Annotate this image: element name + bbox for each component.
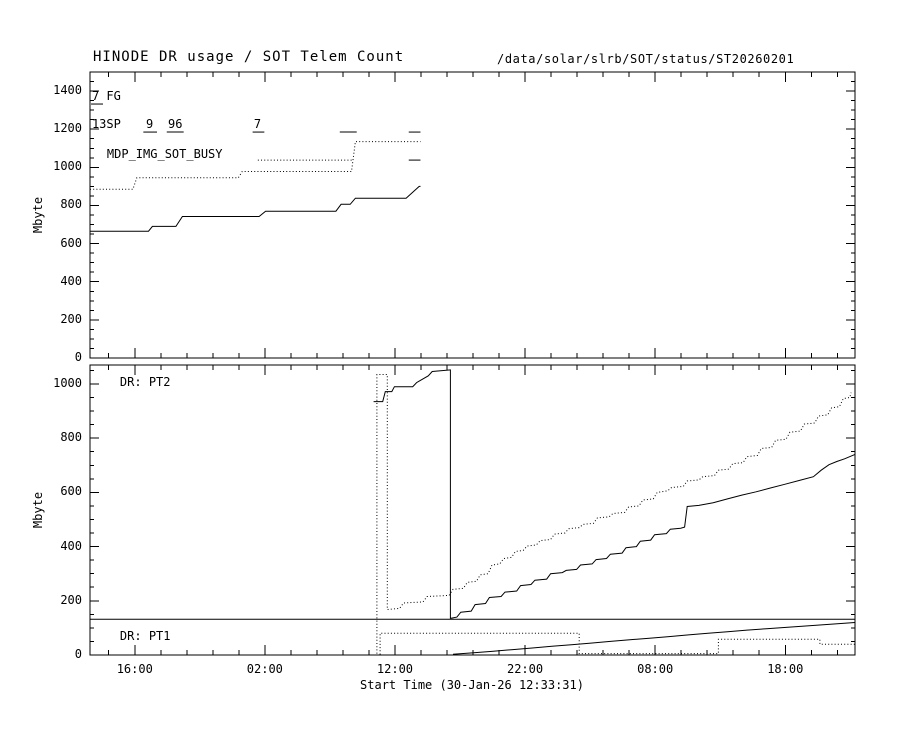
series-dr-pt2-solid (373, 369, 856, 620)
y-axis-label-bottom: Mbyte (31, 491, 45, 529)
series-sot-telem-count-solid (90, 185, 421, 232)
series-dr-pt1-dotted (379, 632, 855, 655)
series-dr-pt1-solid (452, 622, 856, 655)
status-file-path: /data/solar/slrb/SOT/status/ST20260201 (497, 52, 795, 66)
plot-box-bottom (89, 364, 856, 656)
series-dr-usage-dotted (90, 141, 421, 190)
series-dr-pt2-dotted (376, 374, 852, 654)
y-axis-label-top: Mbyte (31, 196, 45, 234)
x-axis-label: Start Time (30-Jan-26 12:33:31) (360, 678, 584, 692)
plot-title: HINODE DR usage / SOT Telem Count (93, 49, 405, 65)
plot-box-top (89, 71, 856, 359)
